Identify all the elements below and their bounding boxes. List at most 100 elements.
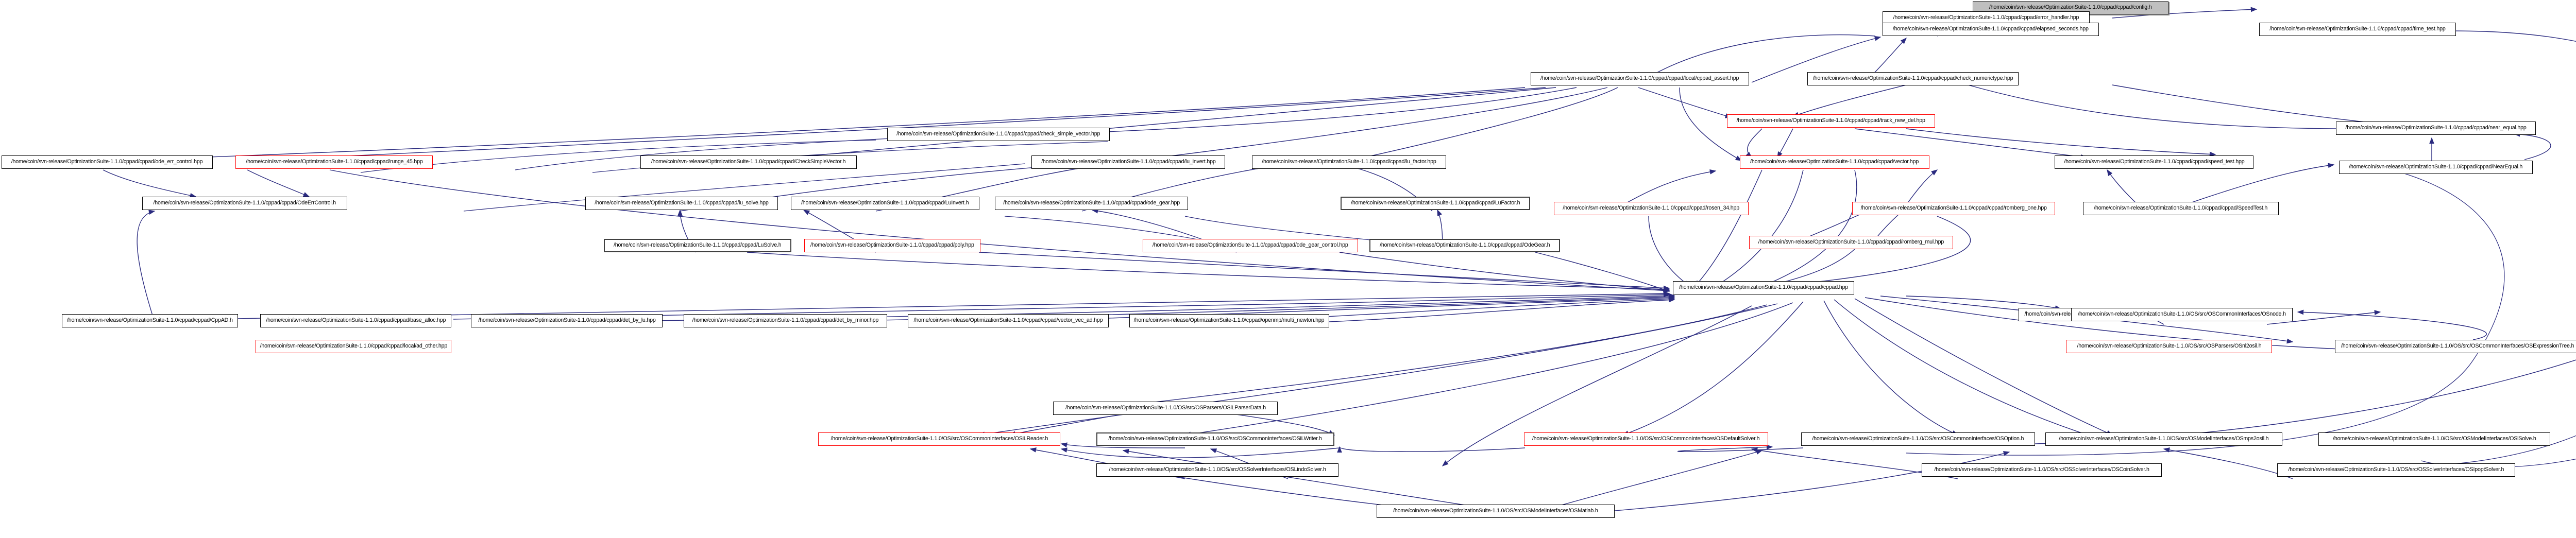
graph-node-OdeGear_h[interactable]: /home/coin/svn-release/OptimizationSuite…: [1369, 239, 1560, 252]
graph-node-label: /home/coin/svn-release/OptimizationSuite…: [2345, 125, 2527, 131]
graph-node-label: /home/coin/svn-release/OptimizationSuite…: [1041, 159, 1216, 165]
graph-node-label: /home/coin/svn-release/OptimizationSuite…: [595, 200, 769, 206]
graph-node-label: /home/coin/svn-release/OptimizationSuite…: [1893, 14, 2079, 21]
graph-node-label: /home/coin/svn-release/OptimizationSuite…: [614, 242, 782, 249]
graph-node-label: /home/coin/svn-release/OptimizationSuite…: [2077, 343, 2261, 350]
graph-node-LuSolve_h[interactable]: /home/coin/svn-release/OptimizationSuite…: [604, 239, 791, 252]
graph-node-CheckSimpleVector_h[interactable]: /home/coin/svn-release/OptimizationSuite…: [640, 155, 857, 169]
graph-node-check_numeric_hpp[interactable]: /home/coin/svn-release/OptimizationSuite…: [1807, 72, 2019, 85]
graph-node-label: /home/coin/svn-release/OptimizationSuite…: [2349, 164, 2523, 170]
graph-node-label: /home/coin/svn-release/OptimizationSuite…: [2269, 26, 2446, 32]
graph-node-label: /home/coin/svn-release/OptimizationSuite…: [153, 200, 336, 206]
graph-node-OSExpressionTree_h[interactable]: /home/coin/svn-release/OptimizationSuite…: [2335, 340, 2576, 353]
graph-node-label: /home/coin/svn-release/OptimizationSuite…: [1262, 159, 1436, 165]
graph-node-near_equal_hpp[interactable]: /home/coin/svn-release/OptimizationSuite…: [2336, 122, 2536, 135]
graph-node-cppad_hpp[interactable]: /home/coin/svn-release/OptimizationSuite…: [1673, 281, 1854, 294]
graph-node-OSInstance_node_h[interactable]: /home/coin/svn-release/OptimizationSuite…: [2071, 308, 2293, 321]
graph-node-vec_ad_hpp[interactable]: /home/coin/svn-release/OptimizationSuite…: [908, 314, 1109, 327]
graph-node-label: /home/coin/svn-release/OptimizationSuite…: [2059, 436, 2269, 442]
graph-node-time_test_hpp[interactable]: /home/coin/svn-release/OptimizationSuite…: [2259, 23, 2456, 36]
graph-node-label: /home/coin/svn-release/OptimizationSuite…: [2063, 159, 2245, 165]
graph-node-label: /home/coin/svn-release/OptimizationSuite…: [1563, 205, 1740, 212]
graph-node-OSMatlab_h[interactable]: /home/coin/svn-release/OptimizationSuite…: [1377, 505, 1615, 518]
graph-node-ode_gear_hpp[interactable]: /home/coin/svn-release/OptimizationSuite…: [995, 197, 1188, 210]
graph-node-OSDataStructures_h[interactable]: /home/coin/svn-release/OptimizationSuite…: [1524, 432, 1768, 446]
graph-node-label: /home/coin/svn-release/OptimizationSuite…: [266, 317, 446, 324]
graph-node-label: /home/coin/svn-release/OptimizationSuite…: [2094, 205, 2268, 212]
graph-node-OSSolverAgent_h[interactable]: /home/coin/svn-release/OptimizationSuite…: [1096, 463, 1338, 477]
graph-node-label: /home/coin/svn-release/OptimizationSuite…: [260, 343, 447, 350]
graph-node-OSiLWriter_h[interactable]: /home/coin/svn-release/OptimizationSuite…: [1096, 432, 1334, 446]
graph-node-label: /home/coin/svn-release/OptimizationSuite…: [1350, 200, 1520, 206]
graph-node-OSnl2osil_h[interactable]: /home/coin/svn-release/OptimizationSuite…: [2066, 340, 2272, 353]
graph-node-ode_err_control_hpp[interactable]: /home/coin/svn-release/OptimizationSuite…: [2, 155, 213, 169]
graph-node-OdeErrControl_h[interactable]: /home/coin/svn-release/OptimizationSuite…: [142, 197, 347, 210]
graph-node-label: /home/coin/svn-release/OptimizationSuite…: [1812, 436, 2024, 442]
graph-node-label: /home/coin/svn-release/OptimizationSuite…: [1065, 405, 1266, 411]
graph-node-romberg_mul_hpp[interactable]: /home/coin/svn-release/OptimizationSuite…: [1749, 236, 1953, 249]
graph-node-check_simple_vector_hpp[interactable]: /home/coin/svn-release/OptimizationSuite…: [887, 128, 1110, 141]
graph-node-label: /home/coin/svn-release/OptimizationSuite…: [2078, 311, 2286, 318]
graph-node-label: /home/coin/svn-release/OptimizationSuite…: [478, 317, 656, 324]
graph-node-romberg_one_hpp[interactable]: /home/coin/svn-release/OptimizationSuite…: [1852, 202, 2055, 215]
graph-node-ode_gear_control_hpp[interactable]: /home/coin/svn-release/OptimizationSuite…: [1143, 239, 1358, 252]
graph-node-CppAD_h[interactable]: /home/coin/svn-release/OptimizationSuite…: [62, 314, 238, 327]
graph-node-label: /home/coin/svn-release/OptimizationSuite…: [831, 436, 1048, 442]
graph-node-OSCoinSolver_h[interactable]: /home/coin/svn-release/OptimizationSuite…: [1922, 463, 2162, 477]
graph-node-label: /home/coin/svn-release/OptimizationSuite…: [1109, 466, 1326, 473]
graph-node-speed_test_hpp[interactable]: /home/coin/svn-release/OptimizationSuite…: [2055, 155, 2253, 169]
graph-node-runge_45_hpp[interactable]: /home/coin/svn-release/OptimizationSuite…: [235, 155, 433, 169]
graph-node-OSresult_h[interactable]: /home/coin/svn-release/OptimizationSuite…: [2045, 432, 2282, 446]
graph-node-lu_solve_hpp[interactable]: /home/coin/svn-release/OptimizationSuite…: [585, 197, 778, 210]
graph-node-label: /home/coin/svn-release/OptimizationSuite…: [11, 159, 203, 165]
graph-node-label: /home/coin/svn-release/OptimizationSuite…: [1153, 242, 1348, 249]
graph-node-lu_invert_hpp[interactable]: /home/coin/svn-release/OptimizationSuite…: [1031, 155, 1225, 169]
graph-node-OSParserData_h[interactable]: /home/coin/svn-release/OptimizationSuite…: [1053, 402, 1278, 415]
graph-node-SpeedTest_h[interactable]: /home/coin/svn-release/OptimizationSuite…: [2083, 202, 2279, 215]
graph-node-elapsed_seconds_hpp[interactable]: /home/coin/svn-release/OptimizationSuite…: [1883, 23, 2099, 36]
graph-node-rosen_34_hpp[interactable]: /home/coin/svn-release/OptimizationSuite…: [1554, 202, 1749, 215]
graph-node-LuInvert_h[interactable]: /home/coin/svn-release/OptimizationSuite…: [791, 197, 979, 210]
graph-node-label: /home/coin/svn-release/OptimizationSuite…: [1860, 205, 2047, 212]
graph-node-label: /home/coin/svn-release/OptimizationSuite…: [1108, 436, 1323, 442]
graph-node-cppad_ad_other_hpp[interactable]: /home/coin/svn-release/OptimizationSuite…: [256, 340, 451, 353]
graph-node-label: /home/coin/svn-release/OptimizationSuite…: [1679, 284, 1848, 291]
graph-node-label: /home/coin/svn-release/OptimizationSuite…: [1393, 508, 1598, 514]
graph-node-label: /home/coin/svn-release/OptimizationSuite…: [2341, 343, 2574, 350]
graph-node-label: /home/coin/svn-release/OptimizationSuite…: [245, 159, 423, 165]
graph-node-label: /home/coin/svn-release/OptimizationSuite…: [1736, 117, 1926, 124]
graph-node-track_new_del_hpp[interactable]: /home/coin/svn-release/OptimizationSuite…: [1727, 114, 1935, 128]
graph-node-label: /home/coin/svn-release/OptimizationSuite…: [1893, 26, 2089, 32]
graph-node-label: /home/coin/svn-release/OptimizationSuite…: [1540, 75, 1739, 82]
graph-node-openmp_multi_newton_hpp[interactable]: /home/coin/svn-release/OptimizationSuite…: [1129, 314, 1329, 327]
graph-node-OSnl2osil_data[interactable]: /home/coin/svn-release/OptimizationSuite…: [1801, 432, 2035, 446]
graph-node-label: /home/coin/svn-release/OptimizationSuite…: [1003, 200, 1180, 206]
graph-node-label: /home/coin/svn-release/OptimizationSuite…: [1812, 75, 2013, 82]
graph-node-label: /home/coin/svn-release/OptimizationSuite…: [1379, 242, 1550, 249]
graph-node-base_alloc_hpp[interactable]: /home/coin/svn-release/OptimizationSuite…: [260, 314, 451, 327]
graph-node-label: /home/coin/svn-release/OptimizationSuite…: [1758, 239, 1944, 246]
graph-node-label: /home/coin/svn-release/OptimizationSuite…: [2288, 466, 2504, 473]
graph-node-det_by_minor_hpp[interactable]: /home/coin/svn-release/OptimizationSuite…: [684, 314, 887, 327]
graph-node-OSCommonInterfacesAPI[interactable]: /home/coin/svn-release/OptimizationSuite…: [818, 432, 1060, 446]
graph-node-label: /home/coin/svn-release/OptimizationSuite…: [810, 242, 974, 249]
graph-node-OSIpoptSolver_h[interactable]: /home/coin/svn-release/OptimizationSuite…: [2277, 463, 2515, 477]
graph-node-label: /home/coin/svn-release/OptimizationSuite…: [1989, 4, 2152, 11]
graph-node-OSiLWriterB[interactable]: /home/coin/svn-release/OptimizationSuite…: [2318, 432, 2550, 446]
graph-node-label: /home/coin/svn-release/OptimizationSuite…: [913, 317, 1103, 324]
graph-node-label: /home/coin/svn-release/OptimizationSuite…: [896, 131, 1100, 137]
graph-node-label: /home/coin/svn-release/OptimizationSuite…: [651, 159, 846, 165]
graph-node-cppad_assert_hpp[interactable]: /home/coin/svn-release/OptimizationSuite…: [1531, 72, 1749, 85]
graph-node-label: /home/coin/svn-release/OptimizationSuite…: [1934, 466, 2149, 473]
graph-node-label: /home/coin/svn-release/OptimizationSuite…: [1532, 436, 1760, 442]
graph-node-NearEqual_h[interactable]: /home/coin/svn-release/OptimizationSuite…: [2339, 161, 2533, 174]
graph-node-det_by_lu_hpp[interactable]: /home/coin/svn-release/OptimizationSuite…: [471, 314, 663, 327]
graph-node-poly_hpp[interactable]: /home/coin/svn-release/OptimizationSuite…: [804, 239, 980, 252]
graph-node-vector_hpp[interactable]: /home/coin/svn-release/OptimizationSuite…: [1740, 155, 1929, 169]
graph-node-label: /home/coin/svn-release/OptimizationSuite…: [1750, 159, 1919, 165]
graph-node-LuFactor_h[interactable]: /home/coin/svn-release/OptimizationSuite…: [1341, 197, 1530, 210]
graph-node-lu_factor_hpp[interactable]: /home/coin/svn-release/OptimizationSuite…: [1252, 155, 1446, 169]
graph-node-label: /home/coin/svn-release/OptimizationSuite…: [801, 200, 969, 206]
